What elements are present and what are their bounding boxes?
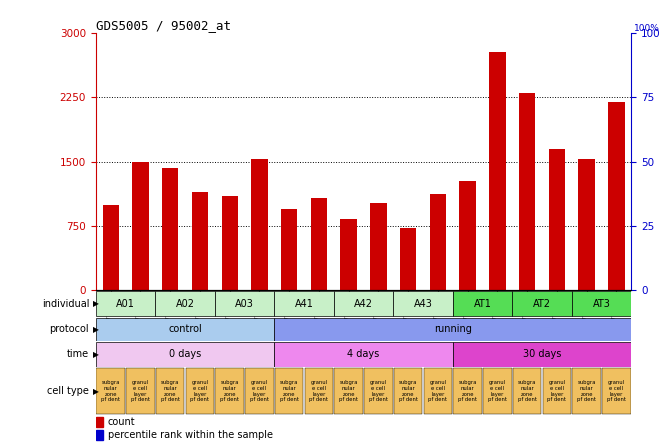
Bar: [608, 102, 625, 290]
Text: subgra
nular
zone
pf dent: subgra nular zone pf dent: [220, 380, 239, 402]
Text: granul
e cell
layer
pf dent: granul e cell layer pf dent: [131, 380, 150, 402]
Text: A01: A01: [116, 299, 135, 309]
Bar: [96, 317, 274, 341]
Text: 100%: 100%: [634, 24, 660, 33]
Bar: [334, 291, 393, 317]
Text: cell type: cell type: [48, 386, 89, 396]
Bar: [126, 368, 155, 414]
Bar: [489, 52, 506, 290]
Bar: [274, 317, 631, 341]
Text: granul
e cell
layer
pf dent: granul e cell layer pf dent: [607, 380, 626, 402]
Bar: [274, 291, 334, 317]
Text: AT2: AT2: [533, 299, 551, 309]
Text: control: control: [168, 324, 202, 334]
Bar: [519, 93, 535, 290]
Text: subgra
nular
zone
pf dent: subgra nular zone pf dent: [518, 380, 537, 402]
Bar: [572, 368, 601, 414]
Bar: [334, 368, 363, 414]
Bar: [311, 198, 327, 290]
Bar: [400, 228, 416, 290]
Bar: [274, 342, 453, 367]
Text: granul
e cell
layer
pf dent: granul e cell layer pf dent: [369, 380, 388, 402]
Text: A02: A02: [176, 299, 194, 309]
Text: GDS5005 / 95002_at: GDS5005 / 95002_at: [96, 19, 231, 32]
Bar: [96, 342, 274, 367]
Bar: [483, 368, 512, 414]
Bar: [245, 368, 274, 414]
Text: time: time: [67, 349, 89, 359]
Text: ▶: ▶: [93, 387, 98, 396]
Bar: [102, 205, 119, 290]
Bar: [512, 291, 572, 317]
Text: subgra
nular
zone
pf dent: subgra nular zone pf dent: [399, 380, 418, 402]
Text: subgra
nular
zone
pf dent: subgra nular zone pf dent: [577, 380, 596, 402]
Text: A03: A03: [235, 299, 254, 309]
Bar: [393, 291, 453, 317]
Bar: [453, 291, 512, 317]
Text: ▶: ▶: [93, 299, 98, 308]
Bar: [192, 192, 208, 290]
Bar: [221, 196, 238, 290]
Text: granul
e cell
layer
pf dent: granul e cell layer pf dent: [250, 380, 269, 402]
Text: ▶: ▶: [93, 325, 98, 334]
Text: running: running: [434, 324, 472, 334]
Text: protocol: protocol: [50, 324, 89, 334]
Text: subgra
nular
zone
pf dent: subgra nular zone pf dent: [161, 380, 180, 402]
Bar: [186, 368, 214, 414]
Bar: [453, 342, 631, 367]
Bar: [162, 168, 178, 290]
Bar: [394, 368, 422, 414]
Text: subgra
nular
zone
pf dent: subgra nular zone pf dent: [101, 380, 120, 402]
Text: 4 days: 4 days: [348, 349, 379, 359]
Bar: [96, 291, 155, 317]
Text: A43: A43: [414, 299, 432, 309]
Bar: [96, 417, 102, 427]
Bar: [305, 368, 333, 414]
Text: subgra
nular
zone
pf dent: subgra nular zone pf dent: [458, 380, 477, 402]
Bar: [572, 291, 631, 317]
Bar: [96, 430, 102, 440]
Text: count: count: [108, 417, 136, 427]
Text: ▶: ▶: [93, 350, 98, 359]
Bar: [340, 219, 357, 290]
Bar: [543, 368, 571, 414]
Text: granul
e cell
layer
pf dent: granul e cell layer pf dent: [309, 380, 329, 402]
Bar: [364, 368, 393, 414]
Text: individual: individual: [42, 299, 89, 309]
Bar: [424, 368, 452, 414]
Text: granul
e cell
layer
pf dent: granul e cell layer pf dent: [488, 380, 507, 402]
Bar: [155, 291, 215, 317]
Bar: [132, 162, 149, 290]
Bar: [215, 291, 274, 317]
Text: subgra
nular
zone
pf dent: subgra nular zone pf dent: [339, 380, 358, 402]
Bar: [578, 159, 595, 290]
Text: 0 days: 0 days: [169, 349, 201, 359]
Text: AT1: AT1: [473, 299, 492, 309]
Text: granul
e cell
layer
pf dent: granul e cell layer pf dent: [547, 380, 566, 402]
Bar: [215, 368, 244, 414]
Bar: [430, 194, 446, 290]
Text: A41: A41: [295, 299, 313, 309]
Bar: [251, 159, 268, 290]
Bar: [602, 368, 631, 414]
Bar: [459, 181, 476, 290]
Bar: [549, 149, 565, 290]
Bar: [156, 368, 184, 414]
Text: granul
e cell
layer
pf dent: granul e cell layer pf dent: [428, 380, 447, 402]
Text: AT3: AT3: [592, 299, 611, 309]
Text: 30 days: 30 days: [523, 349, 561, 359]
Bar: [370, 203, 387, 290]
Text: A42: A42: [354, 299, 373, 309]
Bar: [275, 368, 303, 414]
Text: subgra
nular
zone
pf dent: subgra nular zone pf dent: [280, 380, 299, 402]
Text: granul
e cell
layer
pf dent: granul e cell layer pf dent: [190, 380, 210, 402]
Text: percentile rank within the sample: percentile rank within the sample: [108, 430, 273, 440]
Bar: [281, 209, 297, 290]
Bar: [97, 368, 125, 414]
Bar: [453, 368, 482, 414]
Bar: [513, 368, 541, 414]
